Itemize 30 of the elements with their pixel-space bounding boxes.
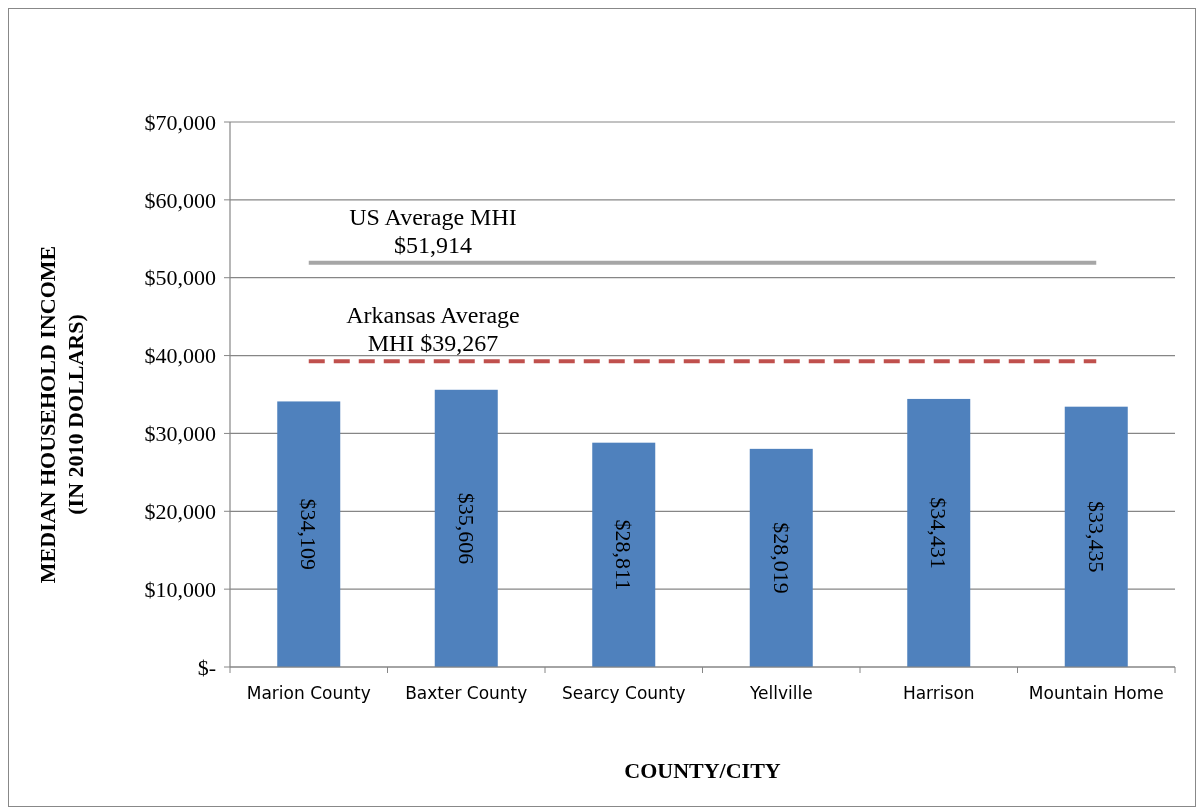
bar <box>277 401 341 667</box>
data-label: $34,109 <box>296 498 322 570</box>
x-tick-label: Yellville <box>748 683 813 703</box>
x-tick-label: Marion County <box>246 683 371 703</box>
data-label: $28,019 <box>768 522 794 594</box>
bar <box>434 389 498 667</box>
y-tick-label: $40,000 <box>144 343 216 369</box>
x-axis-title: COUNTY/CITY <box>624 758 781 783</box>
y-tick-label: $- <box>197 654 216 680</box>
ref-line-label: Arkansas Average MHI $39,267 <box>346 302 520 357</box>
x-tick-label: Baxter County <box>405 683 528 703</box>
bar <box>907 398 971 667</box>
y-tick-label: $60,000 <box>144 187 216 213</box>
y-tick-label: $50,000 <box>144 265 216 291</box>
y-tick-label: $70,000 <box>144 109 216 135</box>
bar <box>592 442 656 667</box>
x-tick-label: Mountain Home <box>1028 683 1164 703</box>
x-tick-label: Harrison <box>902 683 975 703</box>
ref-line-label: US Average MHI $51,914 <box>349 203 517 258</box>
y-axis-title: MEDIAN HOUSEHOLD INCOME (IN 2010 DOLLARS) <box>35 245 88 584</box>
data-label: $34,431 <box>926 497 952 569</box>
x-tick-label: Searcy County <box>561 683 686 703</box>
bar <box>1064 406 1128 667</box>
data-label: $33,435 <box>1083 501 1109 573</box>
y-tick-label: $30,000 <box>144 421 216 447</box>
bar <box>749 448 813 667</box>
data-label: $35,606 <box>453 492 479 565</box>
data-label: $28,811 <box>611 519 637 591</box>
y-tick-label: $10,000 <box>144 576 216 602</box>
y-tick-label: $20,000 <box>144 498 216 524</box>
